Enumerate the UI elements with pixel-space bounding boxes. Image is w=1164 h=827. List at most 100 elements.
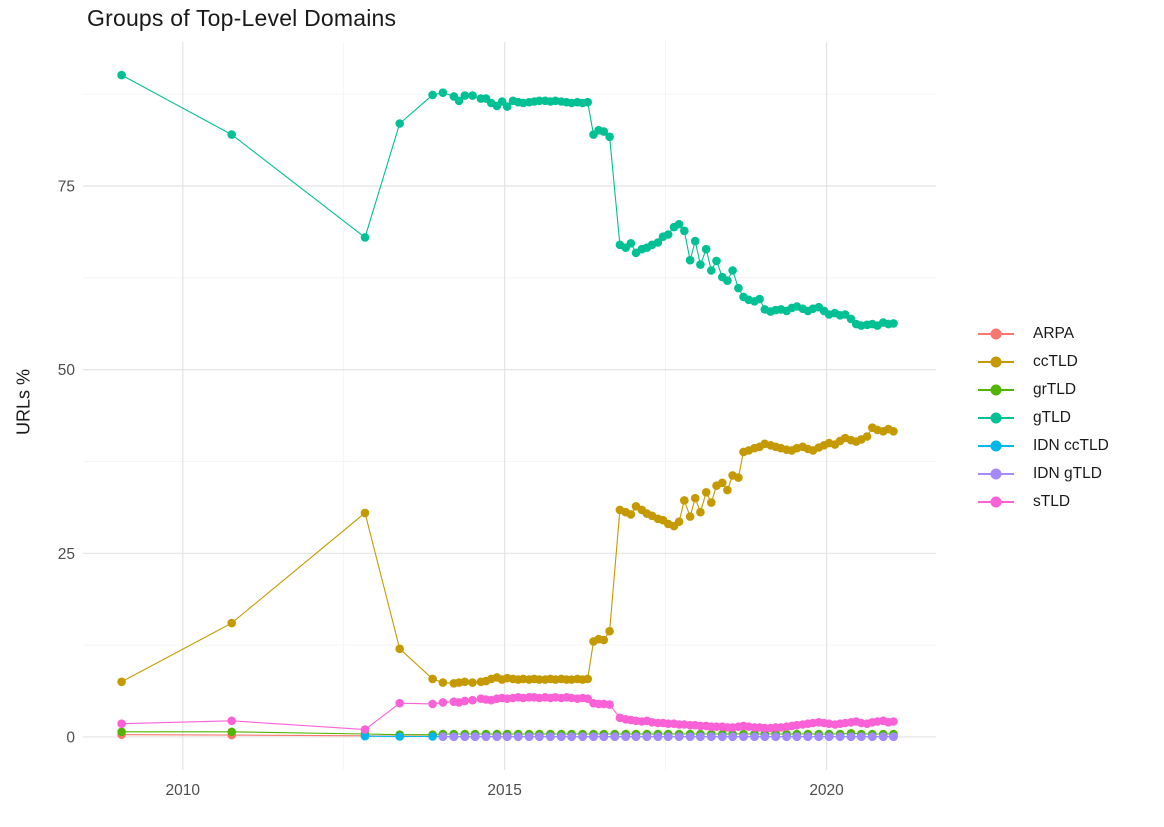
data-point — [227, 130, 236, 139]
data-point — [468, 91, 477, 100]
data-point — [360, 731, 370, 741]
legend-label: IDN gTLD — [1033, 465, 1102, 482]
data-point — [771, 732, 780, 741]
chart-title: Groups of Top-Level Domains — [87, 5, 397, 31]
data-point — [395, 119, 405, 128]
data-point — [395, 644, 405, 654]
data-point — [846, 314, 856, 324]
data-point — [680, 496, 689, 505]
data-point — [803, 732, 813, 741]
data-point — [868, 732, 877, 741]
data-point — [707, 266, 716, 275]
data-point — [502, 732, 512, 741]
data-point — [674, 732, 684, 741]
data-point — [481, 732, 491, 741]
data-point — [814, 732, 824, 741]
data-point — [685, 255, 695, 265]
data-point — [712, 256, 721, 266]
data-point — [460, 696, 470, 706]
y-tick-label: 75 — [58, 178, 75, 195]
data-point — [395, 732, 405, 741]
data-point — [227, 618, 236, 628]
data-point — [707, 732, 716, 741]
legend-label: ccTLD — [1033, 353, 1078, 370]
data-point — [438, 732, 448, 741]
data-point — [567, 732, 576, 741]
data-point — [621, 732, 630, 741]
legend-label: grTLD — [1033, 381, 1077, 398]
data-point — [707, 498, 716, 507]
data-point — [460, 732, 470, 741]
data-point — [734, 283, 743, 293]
data-point — [889, 427, 898, 436]
data-point — [470, 732, 480, 741]
data-point — [685, 512, 695, 521]
data-point — [701, 244, 711, 254]
data-point — [428, 90, 437, 100]
data-point — [782, 732, 791, 741]
data-point — [438, 88, 448, 97]
legend-key-icon — [978, 328, 1014, 340]
data-point — [535, 732, 544, 741]
data-point — [395, 698, 405, 708]
data-point — [734, 473, 743, 482]
data-point — [117, 677, 126, 687]
legend-item-gTLD: gTLD — [976, 404, 1109, 432]
legend-item-IDN-gTLD: IDN gTLD — [976, 460, 1109, 488]
data-point — [227, 716, 236, 726]
data-point — [718, 478, 727, 488]
data-point — [492, 732, 502, 741]
data-point — [846, 732, 856, 741]
data-point — [578, 732, 587, 741]
data-point — [428, 674, 437, 684]
data-point — [599, 732, 609, 741]
legend-key-icon — [978, 412, 1014, 424]
data-point — [599, 127, 609, 136]
y-tick-label: 25 — [58, 546, 75, 563]
data-point — [750, 732, 759, 741]
data-point — [557, 732, 566, 741]
data-point — [680, 226, 689, 236]
data-point — [605, 700, 614, 709]
legend-item-grTLD: grTLD — [976, 376, 1109, 404]
legend-label: gTLD — [1033, 409, 1071, 426]
legend-label: ARPA — [1033, 325, 1075, 342]
data-point — [685, 732, 695, 741]
legend-item-ARPA: ARPA — [976, 320, 1109, 348]
x-tick-label: 2010 — [166, 782, 201, 799]
data-point — [117, 70, 126, 80]
legend-item-IDN-ccTLD: IDN ccTLD — [976, 432, 1109, 460]
data-point — [583, 97, 592, 107]
data-point — [605, 626, 614, 636]
data-point — [674, 517, 684, 526]
plot-panel — [83, 42, 936, 770]
data-point — [626, 239, 636, 248]
data-point — [360, 725, 370, 734]
data-point — [460, 91, 470, 100]
legend-key-icon — [978, 356, 1014, 368]
data-point — [428, 699, 437, 709]
data-point — [454, 96, 464, 106]
legend-key-icon — [978, 468, 1014, 480]
data-point — [468, 678, 477, 687]
data-point — [889, 732, 898, 741]
data-point — [728, 732, 737, 741]
legend-item-sTLD: sTLD — [976, 488, 1109, 516]
data-point — [723, 485, 732, 495]
legend-item-ccTLD: ccTLD — [976, 348, 1109, 376]
data-point — [642, 732, 652, 741]
data-point — [701, 488, 711, 497]
data-point — [460, 677, 470, 687]
x-tick-label: 2015 — [487, 782, 521, 799]
data-point — [631, 732, 641, 741]
legend: ARPA ccTLD grTLD gTLD IDN ccTLD IDN gTLD sTLD — [976, 320, 1109, 516]
data-point — [835, 732, 845, 741]
data-point — [755, 294, 764, 304]
data-point — [857, 732, 866, 741]
data-point — [438, 678, 448, 687]
y-tick-label: 50 — [58, 362, 76, 379]
x-tick-label: 2020 — [809, 782, 844, 799]
data-point — [502, 102, 512, 111]
